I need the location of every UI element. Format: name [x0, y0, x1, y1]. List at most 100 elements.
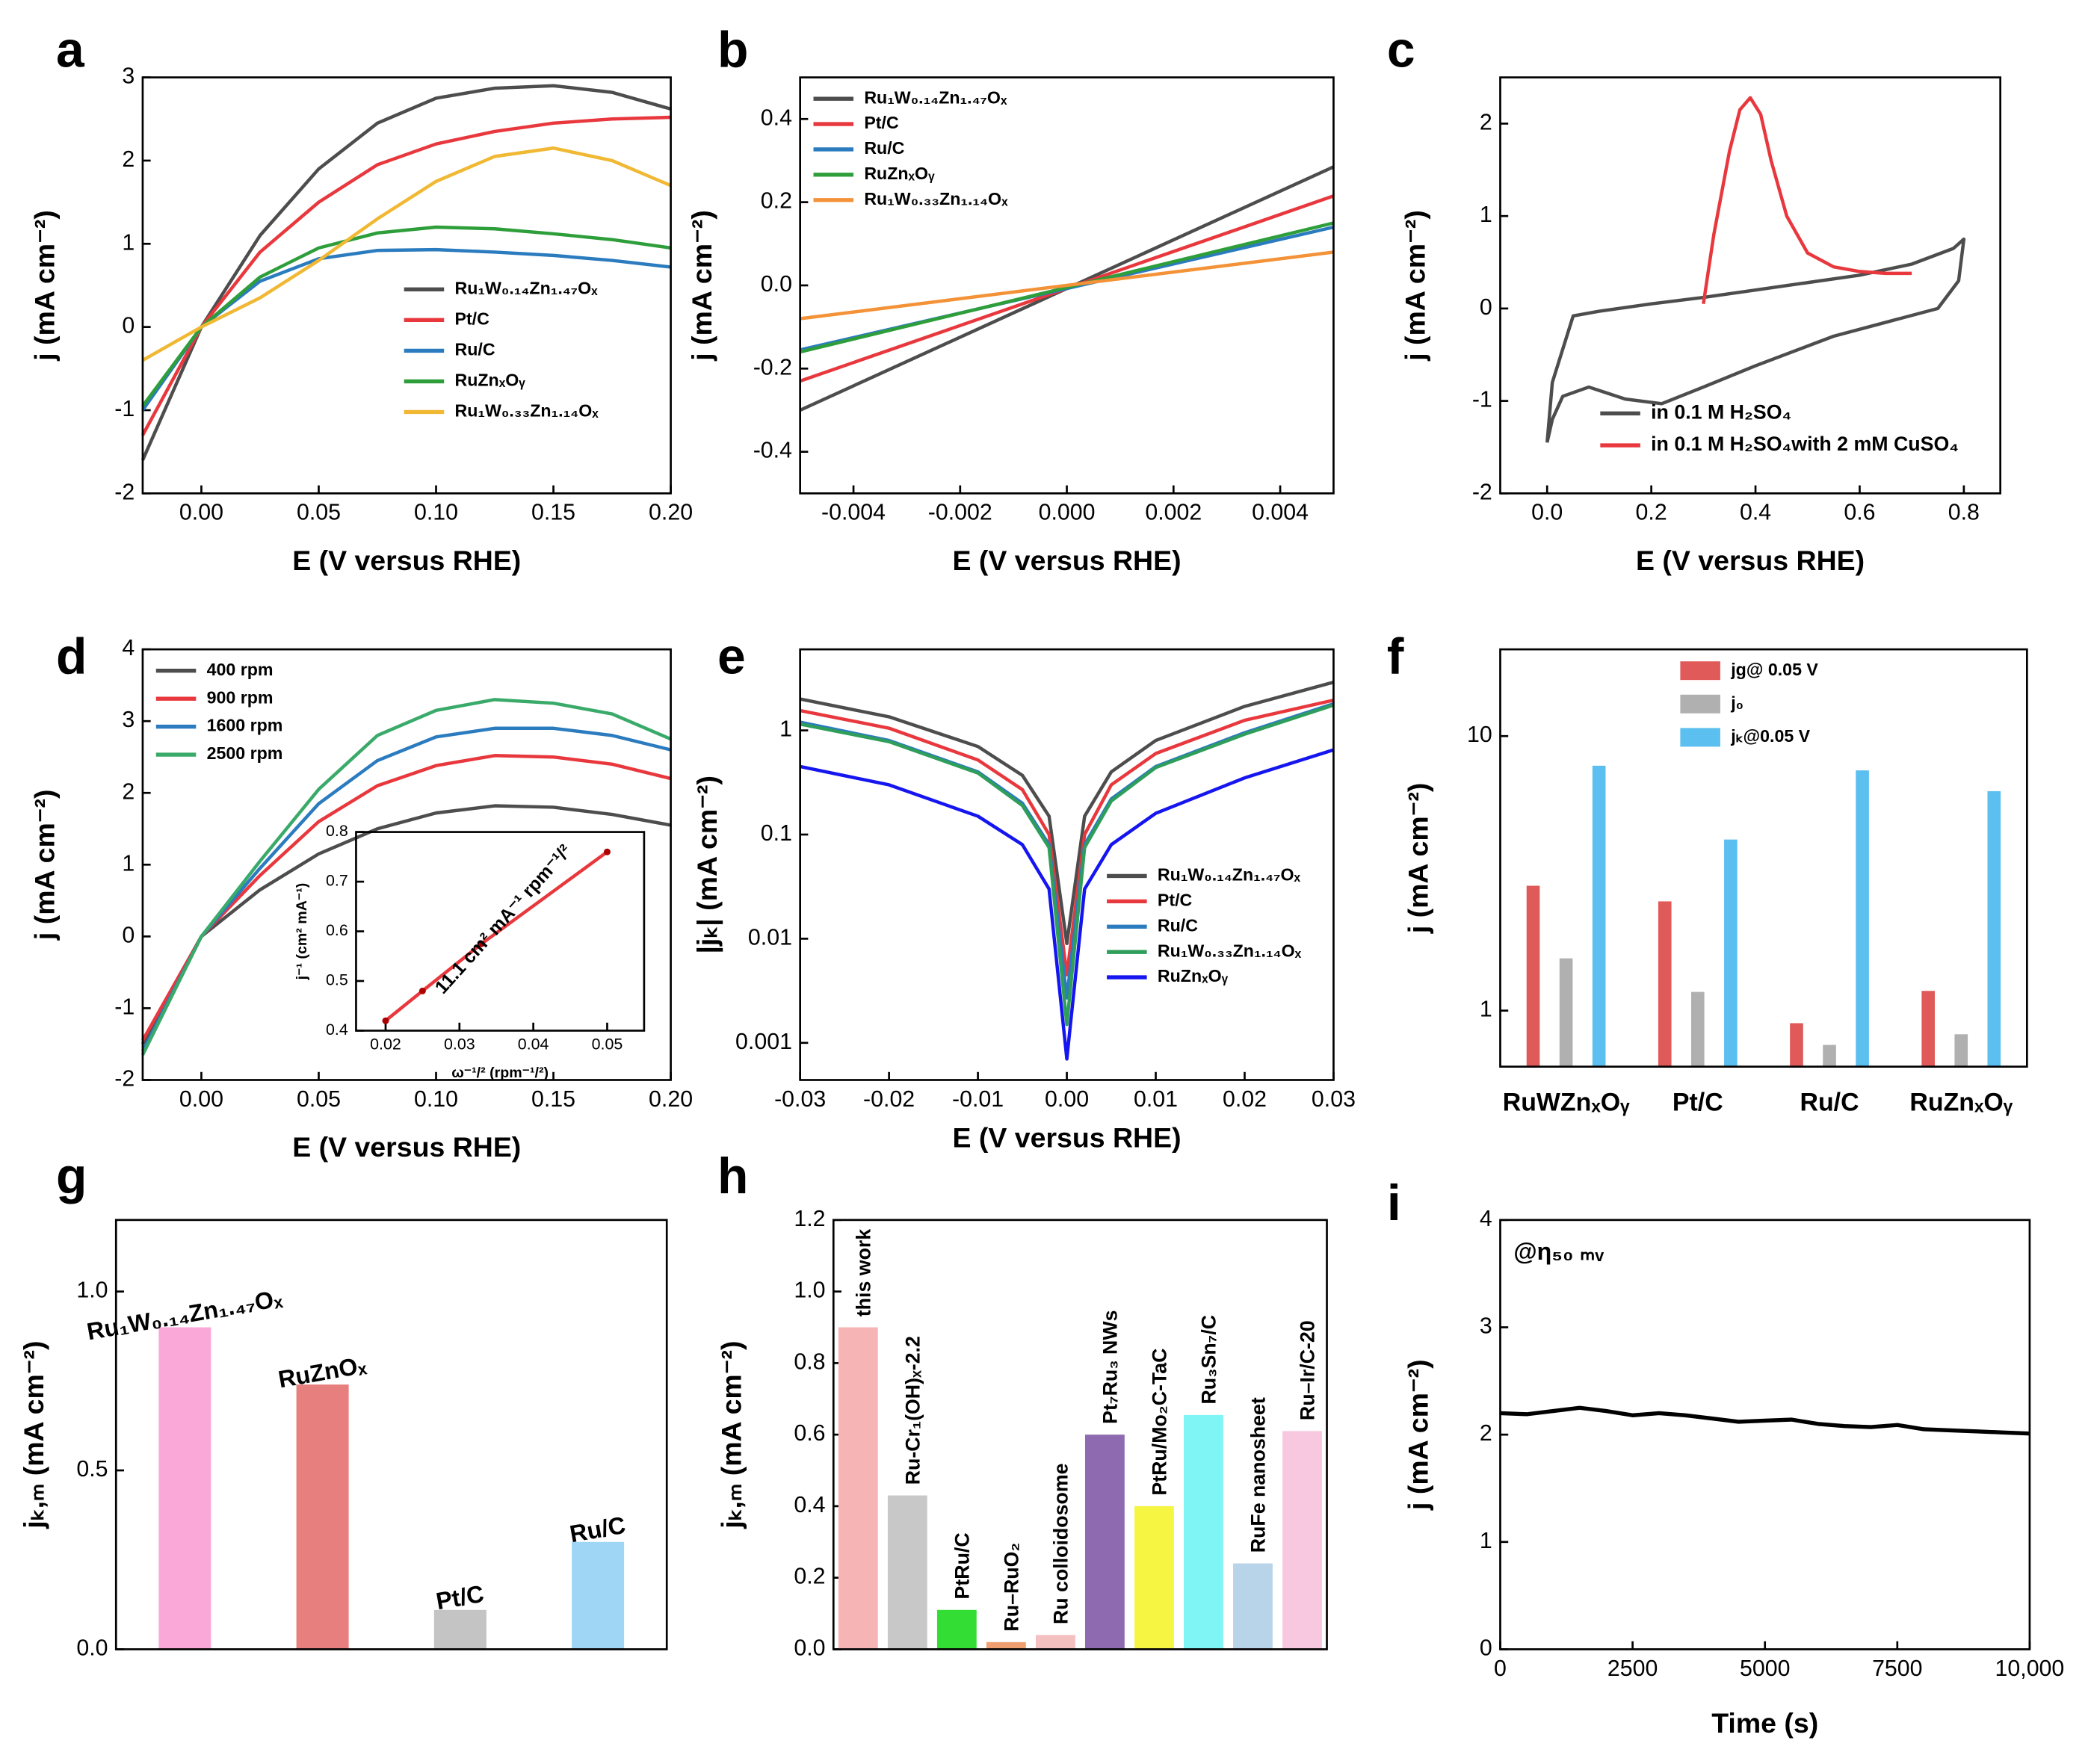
data-point [478, 940, 485, 947]
x-tick-label: 0.8 [1948, 501, 1980, 525]
legend-swatch [1680, 661, 1720, 681]
y-tick-label: 1 [1480, 997, 1492, 1022]
bar [838, 1327, 878, 1650]
axes-frame [114, 1219, 668, 1650]
y-tick-label: 0.1 [761, 821, 792, 846]
bar [1987, 790, 2001, 1067]
bar [1790, 1023, 1803, 1067]
y-tick-label: 4 [122, 636, 135, 660]
data-line [140, 804, 671, 1045]
x-axis-label: E (V versus RHE) [952, 1122, 1181, 1154]
y-axis-label: j (mA cm⁻²) [28, 210, 60, 362]
panel: -2 -1 0 1 2 0.0 0.2 0.4 0.6 0.8 E (V versus RHE) j … [1387, 22, 2001, 576]
x-tick-label: 7500 [1872, 1656, 1922, 1681]
panel-letter: b [717, 22, 748, 78]
bar [1282, 1431, 1322, 1650]
y-tick-label: 0.001 [735, 1030, 792, 1054]
data-line [1500, 1405, 2030, 1436]
bar [1526, 885, 1540, 1067]
y-tick-label: 0.7 [326, 872, 348, 890]
x-tick-label: -0.01 [952, 1087, 1004, 1112]
legend-label: Ru/C [1158, 915, 1198, 935]
panel-letter: f [1387, 628, 1404, 684]
x-tick-label: 0.00 [1045, 1087, 1089, 1112]
y-axis-label: j⁻¹ (cm² mA⁻¹) [294, 883, 310, 981]
legend-label: RuZnₓOᵧ [1158, 966, 1229, 985]
axes-frame [141, 648, 672, 1081]
x-tick-label: Ru/C [1800, 1089, 1859, 1117]
axes-frame [141, 76, 672, 495]
bar [1856, 770, 1869, 1067]
x-tick-label: 0.02 [1223, 1087, 1267, 1112]
x-tick-label: 0.20 [649, 501, 693, 525]
y-tick-label: -1 [114, 397, 135, 421]
legend-label: in 0.1 M H₂SO₄with 2 mM CuSO₄ [1651, 433, 1959, 455]
x-tick-label: 0.05 [592, 1035, 623, 1053]
bar-label: PtRu/Mo₂C-TaC [1148, 1349, 1170, 1496]
legend-label: Ru₁W₀.₃₃Zn₁.₁₄Oₓ [454, 401, 599, 421]
y-tick-label: 1 [1480, 1529, 1492, 1553]
panel: 0 1 2 3 4 0 2500 5000 7500 10,000 Time (s) j (mA cm… [1387, 1175, 2064, 1739]
bar [158, 1327, 211, 1650]
y-tick-label: -0.2 [753, 355, 792, 380]
plot-background [1500, 1219, 2030, 1650]
bar [936, 1609, 977, 1650]
data-line [140, 698, 672, 1056]
y-tick-label: 0.01 [748, 925, 792, 950]
x-axis-label: E (V versus RHE) [1636, 545, 1865, 576]
y-tick-label: -2 [114, 1067, 135, 1092]
x-axis-label: E (V versus RHE) [292, 1131, 521, 1163]
data-line [141, 225, 671, 407]
y-tick-label: 0.4 [326, 1021, 348, 1039]
y-tick-label: 1 [1480, 202, 1492, 227]
axes-frame [1499, 648, 2028, 1068]
bar [296, 1384, 349, 1650]
y-axis-label: j (mA cm⁻²) [28, 790, 60, 941]
x-tick-label: 0.10 [414, 501, 458, 525]
y-tick-label: -1 [114, 994, 135, 1019]
y-axis-label: j (mA cm⁻²) [1402, 1359, 1433, 1511]
y-axis-label: jₖ,ₘ (mA cm⁻²) [715, 1341, 747, 1529]
x-tick-label: 0 [1494, 1656, 1507, 1681]
panel-letter: c [1387, 22, 1415, 78]
panel-letter: h [717, 1148, 748, 1204]
x-axis-label: ω⁻¹/² (rpm⁻¹/²) [451, 1065, 549, 1081]
x-tick-label: 10,000 [1995, 1656, 2065, 1681]
x-axis-label: E (V versus RHE) [292, 545, 521, 576]
y-tick-label: -2 [114, 480, 135, 504]
data-line [1545, 237, 1966, 443]
x-tick-label: 0.004 [1252, 501, 1309, 525]
x-tick-label: Pt/C [1673, 1089, 1723, 1117]
y-tick-label: -0.4 [753, 439, 792, 463]
panel: 0.001 0.01 0.1 1 -0.03 -0.02 -0.01 0.00 0.01 0.02… [691, 628, 1356, 1153]
data-line [800, 748, 1335, 1061]
y-tick-label: 0.0 [794, 1635, 825, 1660]
x-tick-label: -0.002 [928, 501, 992, 525]
y-axis-label: j (mA cm⁻²) [1402, 783, 1433, 935]
x-tick-label: 0.000 [1039, 501, 1096, 525]
bar [1233, 1563, 1273, 1650]
legend-label: Pt/C [864, 113, 899, 132]
annotation: @η₅₀ ₘᵥ [1513, 1238, 1604, 1265]
data-point [418, 987, 426, 994]
y-tick-label: 0.0 [761, 272, 792, 297]
x-tick-label: 0.05 [297, 501, 341, 525]
legend-label: 1600 rpm [207, 716, 283, 735]
bar [1592, 765, 1606, 1067]
y-tick-label: 1.0 [794, 1278, 825, 1303]
y-tick-label: 0.4 [761, 105, 792, 130]
axes-frame [799, 76, 1335, 495]
bar [1134, 1505, 1174, 1650]
y-tick-label: 1 [122, 230, 135, 255]
x-tick-label: RuZnₓOᵧ [1909, 1089, 2013, 1117]
panel-letter: a [56, 22, 85, 78]
y-tick-label: 0.5 [76, 1457, 108, 1482]
panel-letter: g [56, 1148, 87, 1204]
legend-label: Ru₁W₀.₃₃Zn₁.₁₄Oₓ [864, 189, 1008, 208]
plot-background [1500, 77, 2001, 494]
bar [572, 1541, 625, 1650]
y-tick-label: 0.6 [794, 1421, 825, 1446]
data-line [1702, 96, 1912, 305]
legend-label: Ru₁W₀.₁₄Zn₁.₄₇Oₓ [864, 87, 1007, 107]
y-tick-label: 2 [1480, 1421, 1492, 1446]
